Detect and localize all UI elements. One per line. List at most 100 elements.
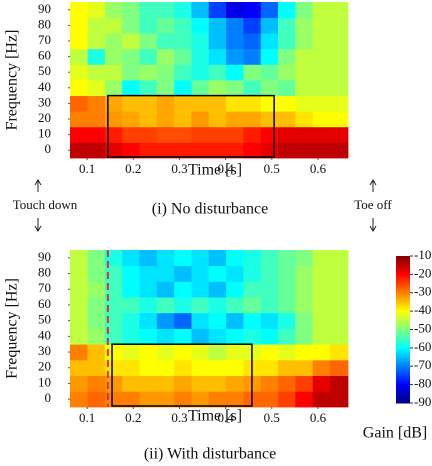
heatmap-cell xyxy=(139,312,158,329)
heatmap-cell xyxy=(226,80,244,96)
heatmap-cell xyxy=(312,17,331,34)
colorbar-segment xyxy=(396,395,410,399)
heatmap-cell xyxy=(329,80,349,96)
heatmap-cell xyxy=(70,80,88,96)
heatmap-cell xyxy=(243,142,262,159)
colorbar-segment xyxy=(396,358,410,362)
heatmap-cell xyxy=(87,281,106,298)
colorbar-segment xyxy=(396,400,410,404)
heatmap-cell xyxy=(70,111,88,128)
heatmap-cell xyxy=(329,2,349,18)
heatmap-cell xyxy=(226,281,244,298)
heatmap-cell xyxy=(70,297,88,314)
heatmap-cell xyxy=(87,297,106,314)
heatmap-cell xyxy=(87,126,106,143)
x-tick-label: 0.3 xyxy=(171,161,187,176)
heatmap-cell xyxy=(156,312,175,329)
heatmap-cell xyxy=(139,80,158,96)
heatmap-cell xyxy=(191,48,210,65)
heatmap-cell xyxy=(139,17,158,34)
heatmap-cell xyxy=(208,48,227,65)
heatmap-cell xyxy=(174,391,192,408)
heatmap-cell xyxy=(260,95,279,112)
heatmap-cell xyxy=(156,297,175,314)
heatmap-cell xyxy=(278,64,296,81)
heatmap-cell xyxy=(191,126,210,143)
heatmap-cell xyxy=(87,33,106,50)
heatmap-cell xyxy=(312,64,331,81)
heatmap-cell xyxy=(312,126,331,143)
colorbar-segment xyxy=(396,346,410,350)
heatmap-cell xyxy=(243,250,262,267)
heatmap-cell xyxy=(122,2,140,18)
heatmap-cell xyxy=(295,2,314,18)
heatmap-cell xyxy=(208,111,227,128)
heatmap-cell xyxy=(329,142,349,159)
y-tick-label: 10 xyxy=(38,126,51,141)
heatmap-cell xyxy=(139,328,158,345)
heatmap-cell xyxy=(295,126,314,143)
heatmap-cell xyxy=(70,281,88,298)
heatmap-cell xyxy=(208,80,227,96)
heatmap-cell xyxy=(70,95,88,112)
colorbar-segment xyxy=(396,341,410,345)
heatmap-cell xyxy=(156,281,175,298)
colorbar-segment xyxy=(396,273,410,277)
heatmap-cell xyxy=(260,126,279,143)
heatmap-cell xyxy=(70,48,88,65)
heatmap-cell xyxy=(104,375,123,392)
heatmap-cell xyxy=(312,95,331,112)
heatmap-cell xyxy=(260,391,279,408)
x-tick-label: 0.4 xyxy=(217,410,234,425)
heatmap-cell xyxy=(139,48,158,65)
y-tick-label: 30 xyxy=(38,94,51,109)
heatmap-cell xyxy=(295,111,314,128)
heatmap-cell xyxy=(329,64,349,81)
heatmap-cell xyxy=(208,281,227,298)
heatmap-cell xyxy=(174,80,192,96)
heatmap-cell xyxy=(208,95,227,112)
heatmap-cell xyxy=(174,312,192,329)
heatmap-cell xyxy=(122,281,140,298)
x-tick-label: 0.3 xyxy=(171,410,187,425)
heatmap-cell xyxy=(139,297,158,314)
heatmap-cell xyxy=(156,111,175,128)
colorbar-segment xyxy=(396,265,410,269)
heatmap-cell xyxy=(87,391,106,408)
colorbar-segment xyxy=(396,329,410,333)
colorbar-tick-label: -20 xyxy=(414,265,431,280)
heatmap-cell xyxy=(191,80,210,96)
colorbar-segment xyxy=(396,295,410,299)
x-tick-label: 0.2 xyxy=(125,410,141,425)
heatmap-cell xyxy=(278,33,296,50)
heatmap-cell xyxy=(174,111,192,128)
highlight-box xyxy=(111,343,253,407)
heatmap-cell xyxy=(260,64,279,81)
colorbar-tick-label: -10 xyxy=(414,247,431,262)
heatmap-cell xyxy=(104,17,123,34)
heatmap-cell xyxy=(278,265,296,282)
heatmap-cell xyxy=(156,328,175,345)
colorbar-segment xyxy=(396,366,410,370)
heatmap-cell xyxy=(243,126,262,143)
heatmap-cell xyxy=(208,265,227,282)
heatmap-cell xyxy=(174,281,192,298)
annotation: Touch down xyxy=(13,197,78,212)
heatmap-cell xyxy=(329,344,349,361)
heatmap-cell xyxy=(191,297,210,314)
heatmap-cell xyxy=(156,80,175,96)
heatmap-cell xyxy=(312,2,331,18)
heatmap-cell xyxy=(295,344,314,361)
heatmap-cell xyxy=(312,80,331,96)
heatmap-cell xyxy=(87,250,106,267)
heatmap-cell xyxy=(243,111,262,128)
heatmap-cell xyxy=(104,265,123,282)
heatmap-cell xyxy=(278,111,296,128)
heatmap-cell xyxy=(122,312,140,329)
heatmap-cell xyxy=(295,265,314,282)
colorbar-tick-label: -50 xyxy=(414,320,431,335)
heatmap-cell xyxy=(260,359,279,376)
heatmap-cell xyxy=(295,312,314,329)
heatmap-cell xyxy=(295,328,314,345)
heatmap-cell xyxy=(122,80,140,96)
